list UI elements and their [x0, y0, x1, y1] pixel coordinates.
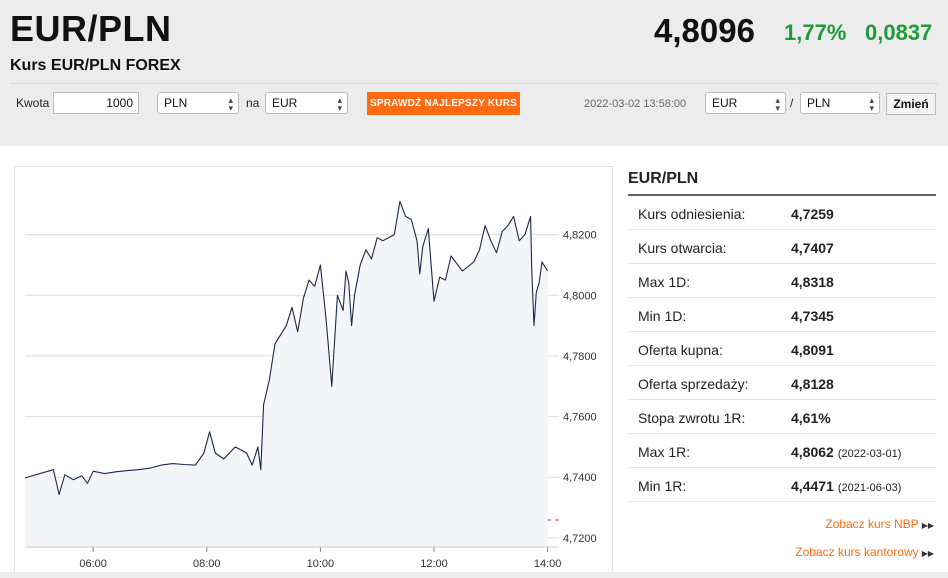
pair-base-value: EUR — [712, 96, 738, 110]
stat-row: Max 1D: 4,8318 — [628, 264, 936, 298]
pair-base-select[interactable]: EUR ▴ ▾ — [705, 92, 786, 114]
stat-row: Min 1R: 4,4471 (2021-06-03) — [628, 468, 936, 502]
chart-container: 4,8200 4,8000 4,7800 4,7600 4,7400 4,7200 06:0… — [14, 166, 613, 572]
stat-number: 4,8091 — [791, 342, 834, 358]
x-tick-label: 08:00 — [193, 558, 221, 570]
y-tick-label: 4,7800 — [563, 351, 597, 363]
stat-value: 4,61% — [791, 410, 835, 426]
stat-value: 4,4471 (2021-06-03) — [791, 478, 901, 494]
pair-quote-select[interactable]: PLN ▴ ▾ — [800, 92, 880, 114]
converter-toolbar: Kwota PLN ▴▾ na EUR ▴▾ SPRAWDŹ NAJLEPSZY… — [0, 90, 948, 118]
select-arrows-icon: ▴ ▾ — [775, 95, 780, 113]
kantor-link[interactable]: Zobacz kurs kantorowy ▶▶ — [795, 545, 934, 559]
best-rate-button[interactable]: SPRAWDŹ NAJLEPSZY KURS — [367, 92, 520, 115]
change-percent: 1,77% — [784, 20, 847, 45]
y-tick-label: 4,7200 — [563, 533, 597, 545]
stat-row: Stopa zwrotu 1R: 4,61% — [628, 400, 936, 434]
y-tick-label: 4,8200 — [563, 230, 597, 242]
stat-value: 4,7259 — [791, 206, 838, 222]
stat-label: Kurs otwarcia: — [638, 240, 727, 256]
stat-value: 4,8091 — [791, 342, 838, 358]
x-tick-label: 14:00 — [534, 558, 562, 570]
pair-title: EUR/PLN — [10, 8, 172, 49]
stat-row: Oferta kupna: 4,8091 — [628, 332, 936, 366]
series-area — [25, 201, 548, 548]
stat-row: Oferta sprzedaży: 4,8128 — [628, 366, 936, 400]
stat-number: 4,7259 — [791, 206, 834, 222]
header-divider — [10, 83, 938, 84]
stat-label: Min 1D: — [638, 308, 687, 324]
select-arrows-icon: ▴ ▾ — [869, 95, 874, 113]
amount-input[interactable] — [53, 92, 139, 114]
select-arrows-icon: ▴ ▾ — [337, 95, 342, 113]
stat-number: 4,7345 — [791, 308, 834, 324]
amount-label: Kwota — [16, 96, 50, 110]
current-rate: 4,8096 — [654, 12, 755, 49]
series-line — [24, 200, 549, 496]
panel-title: EUR/PLN — [628, 166, 936, 196]
stat-label: Kurs odniesienia: — [638, 206, 746, 222]
x-tick-label: 10:00 — [307, 558, 335, 570]
stat-label: Stopa zwrotu 1R: — [638, 410, 746, 426]
select-arrows-icon: ▴ ▾ — [228, 95, 233, 113]
stat-number: 4,61% — [791, 410, 831, 426]
stat-value: 4,8318 — [791, 274, 838, 290]
stat-number: 4,4471 — [791, 478, 834, 494]
stat-row: Max 1R: 4,8062 (2022-03-01) — [628, 434, 936, 468]
stat-date: (2022-03-01) — [837, 448, 902, 460]
stat-value: 4,8062 (2022-03-01) — [791, 444, 901, 460]
stat-value: 4,7407 — [791, 240, 838, 256]
y-tick-label: 4,8000 — [563, 290, 597, 302]
from-currency-select[interactable]: PLN ▴ ▾ — [157, 92, 239, 114]
change-pair-button[interactable]: Zmień — [886, 93, 936, 115]
rate-timestamp: 2022-03-02 13:58:00 — [584, 98, 687, 110]
pair-separator: / — [790, 96, 794, 110]
to-currency-select[interactable]: EUR ▴ ▾ — [265, 92, 348, 114]
stat-value: 4,8128 — [791, 376, 838, 392]
stat-label: Oferta sprzedaży: — [638, 376, 749, 392]
main-content: 4,8200 4,8000 4,7800 4,7600 4,7400 4,7200 06:0… — [0, 146, 948, 572]
nbp-link-label: Zobacz kurs NBP — [825, 517, 919, 531]
stat-number: 4,8128 — [791, 376, 834, 392]
double-arrow-icon: ▶▶ — [921, 521, 934, 530]
change-absolute: 0,0837 — [865, 20, 933, 45]
header: EUR/PLN Kurs EUR/PLN FOREX 4,8096 1,77% … — [0, 0, 948, 124]
stat-row: Kurs otwarcia: 4,7407 — [628, 230, 936, 264]
stat-number: 4,8318 — [791, 274, 834, 290]
x-tick-label: 12:00 — [420, 558, 448, 570]
pair-quote-value: PLN — [807, 96, 831, 110]
stat-label: Max 1R: — [638, 444, 691, 460]
stat-date: (2021-06-03) — [837, 482, 902, 494]
rate-chart: 4,8200 4,8000 4,7800 4,7600 4,7400 4,7200 06:0… — [24, 200, 597, 570]
stats-table: Kurs odniesienia: 4,7259 Kurs otwarcia: 4,7… — [628, 196, 936, 502]
to-label: na — [246, 96, 260, 110]
from-currency-value: PLN — [164, 96, 188, 110]
stat-row: Kurs odniesienia: 4,7259 — [628, 196, 936, 230]
y-tick-label: 4,7600 — [563, 412, 597, 424]
stats-panel: EUR/PLN Kurs odniesienia: 4,7259 Kurs otwa… — [628, 166, 936, 502]
stat-label: Min 1R: — [638, 478, 687, 494]
to-currency-value: EUR — [272, 96, 298, 110]
stat-value: 4,7345 — [791, 308, 838, 324]
pair-subtitle: Kurs EUR/PLN FOREX — [10, 57, 181, 74]
kantor-link-label: Zobacz kurs kantorowy — [795, 545, 919, 559]
x-tick-label: 06:00 — [79, 558, 107, 570]
nbp-link[interactable]: Zobacz kurs NBP ▶▶ — [825, 517, 934, 531]
stat-number: 4,7407 — [791, 240, 834, 256]
double-arrow-icon: ▶▶ — [921, 549, 934, 558]
stat-label: Oferta kupna: — [638, 342, 723, 358]
stat-row: Min 1D: 4,7345 — [628, 298, 936, 332]
stat-label: Max 1D: — [638, 274, 691, 290]
y-tick-label: 4,7400 — [563, 472, 597, 484]
stat-number: 4,8062 — [791, 444, 834, 460]
